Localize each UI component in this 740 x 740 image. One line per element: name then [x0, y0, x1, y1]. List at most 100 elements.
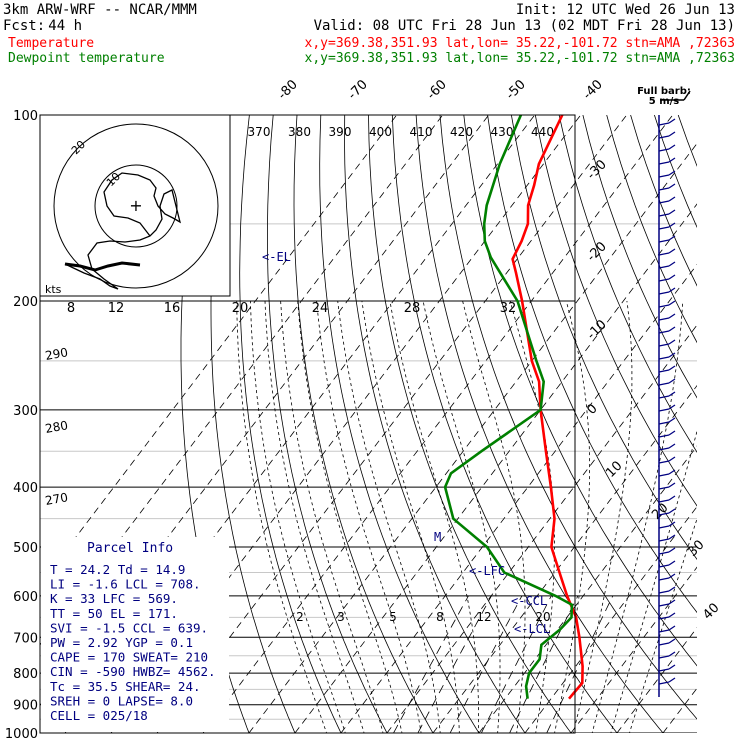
moist-adiabat: [389, 300, 479, 733]
mixing-ratio-line: [509, 595, 579, 733]
wind-barb-flag: [668, 404, 676, 410]
dry-adiabat: [368, 115, 572, 733]
dry-adiabat: [266, 115, 388, 733]
dry-adiabat: [534, 115, 697, 507]
parcel-info-line: T = 24.2 Td = 14.9: [50, 562, 185, 577]
moist-adiabat: [629, 517, 697, 733]
mixing-ratio-label-5: 5: [389, 610, 397, 624]
wind-barb: [658, 525, 670, 529]
dry-adiabat: [344, 115, 526, 733]
moist-adiabat: [250, 300, 346, 733]
isotherm-label--30: -30: [584, 157, 610, 183]
dry-adiabat: [702, 115, 740, 740]
wind-barb: [658, 681, 670, 685]
forecast-hour: 44 h: [48, 18, 82, 34]
isotherm-line: [570, 566, 697, 733]
wind-barb: [658, 304, 670, 308]
el-marker: <-EL: [262, 250, 291, 264]
isotherm-label--20: -20: [584, 239, 610, 265]
wind-barb: [658, 343, 670, 347]
wind-barb-flag: [668, 521, 676, 527]
isotherm-line: [40, 115, 397, 585]
wind-barb: [658, 369, 670, 373]
dewpoint-legend: Dewpoint temperature: [8, 51, 165, 66]
speed-label-16: 16: [164, 301, 181, 316]
wind-barb-flag: [668, 235, 676, 241]
wind-barb-flag: [668, 365, 676, 371]
wind-barb: [658, 460, 670, 464]
wind-barb-flag: [668, 495, 676, 501]
wind-barb-flag: [668, 313, 676, 319]
wind-barb-flag: [668, 482, 676, 488]
temperature-legend: Temperature: [8, 36, 94, 51]
wind-barb: [658, 291, 670, 295]
wind-barb-flag: [668, 339, 676, 345]
theta-label-430: 430: [491, 125, 514, 139]
pressure-label-800: 800: [13, 667, 38, 682]
speed-label-8: 8: [67, 301, 75, 316]
speed-label-32: 32: [500, 301, 517, 316]
theta-label-400: 400: [369, 125, 392, 139]
hodograph-trace-low: [64, 261, 141, 272]
parcel-info-line: K = 33 LFC = 569.: [50, 591, 178, 606]
hodograph-trace: [64, 172, 182, 290]
wind-barb: [658, 395, 670, 399]
mixing-ratio-line: [449, 595, 523, 733]
wind-barb-flag: [668, 157, 676, 163]
wind-barb: [658, 252, 670, 256]
model-title: 3km ARW-WRF -- NCAR/MMM: [3, 2, 197, 18]
wind-barb-flag: [668, 547, 676, 553]
wind-barb-flag: [668, 391, 676, 397]
pressure-label-1000: 1000: [5, 727, 38, 740]
mixing-ratio-lines: [393, 595, 614, 733]
wind-barb-flag: [668, 651, 676, 657]
wind-barb-flag: [668, 599, 676, 605]
wind-barb: [658, 278, 670, 282]
isotherm-label--50: -50: [503, 77, 529, 103]
header: 3km ARW-WRF -- NCAR/MMM Init: 12 UTC Wed…: [3, 2, 735, 66]
isotherm-label-20: 20: [649, 501, 671, 523]
wind-barb: [658, 161, 670, 165]
isotherm-label-40: 40: [700, 601, 722, 623]
mixing-ratio-label-3: 3: [337, 610, 345, 624]
moist-adiabat: [462, 300, 526, 733]
temperature-line: [511, 115, 584, 700]
dry-adiabat: [210, 115, 296, 733]
theta-e-label-290: 290: [44, 345, 69, 363]
dry-adiabat: [391, 115, 618, 733]
isotherm-line: [432, 384, 697, 733]
wind-barb: [658, 265, 670, 269]
ccl-marker: <-CCL: [511, 594, 547, 608]
moist-adiabat: [280, 300, 384, 733]
wind-barb: [658, 200, 670, 204]
wind-barb: [658, 642, 670, 646]
wind-barb: [658, 668, 670, 672]
wind-barb-flag: [668, 560, 676, 566]
theta-label-420: 420: [450, 125, 473, 139]
parcel-info-line: CIN = -590 HWBZ= 4562.: [50, 664, 216, 679]
pressure-label-900: 900: [13, 699, 38, 714]
dry-adiabat: [319, 115, 480, 733]
hodograph-center: +: [129, 196, 142, 215]
theta-label-410: 410: [410, 125, 433, 139]
theta-label-440: 440: [531, 125, 554, 139]
isotherm-line: [202, 115, 673, 733]
mixing-ratio-labels: 2 3 5 8 12 20: [296, 610, 550, 624]
wind-barbs: [658, 118, 676, 685]
isotherm-line: [248, 142, 697, 733]
wind-barb: [658, 421, 670, 425]
mixing-ratio-label-12: 12: [476, 610, 491, 624]
parcel-info-line: CELL = 025/18: [50, 708, 148, 723]
wind-barb-flag: [668, 183, 676, 189]
wind-barb: [658, 499, 670, 503]
isotherm-line: [40, 115, 489, 707]
lfc-marker: <-LFC: [469, 564, 505, 578]
moist-adiabat: [591, 300, 684, 733]
wind-barb: [658, 590, 670, 594]
wind-barb: [658, 226, 670, 230]
mixing-ratio-line: [546, 595, 614, 733]
wind-barb: [658, 486, 670, 490]
wind-barb: [658, 148, 670, 152]
wind-barb: [658, 473, 670, 477]
isotherm-line: [386, 324, 697, 733]
